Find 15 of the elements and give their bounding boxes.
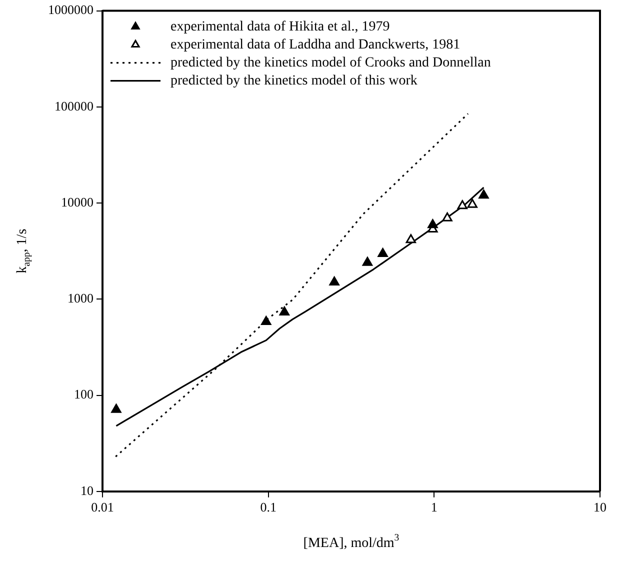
x-tick-label: 1: [430, 500, 438, 515]
y-tick-label: 10000: [61, 194, 94, 210]
legend-label: predicted by the kinetics model of this work: [170, 73, 418, 88]
legend-label: experimental data of Hikita et al., 1979: [170, 19, 390, 34]
y-tick-label: 100: [74, 386, 94, 402]
x-tick-label: 0.1: [260, 500, 276, 515]
y-tick-label: 1000: [68, 290, 94, 306]
x-tick-label: 10: [594, 500, 606, 515]
legend-label: predicted by the kinetics model of Crooks and Donnellan: [170, 55, 491, 70]
legend-label: experimental data of Laddha and Danckwerts, 1981: [170, 37, 460, 52]
y-tick-label: 100000: [54, 98, 94, 114]
y-axis-title: kapp, 1/s: [15, 228, 32, 274]
x-tick-label: 0.01: [91, 500, 114, 515]
y-tick-label: 1000000: [48, 2, 94, 18]
y-tick-label: 10: [80, 482, 94, 498]
